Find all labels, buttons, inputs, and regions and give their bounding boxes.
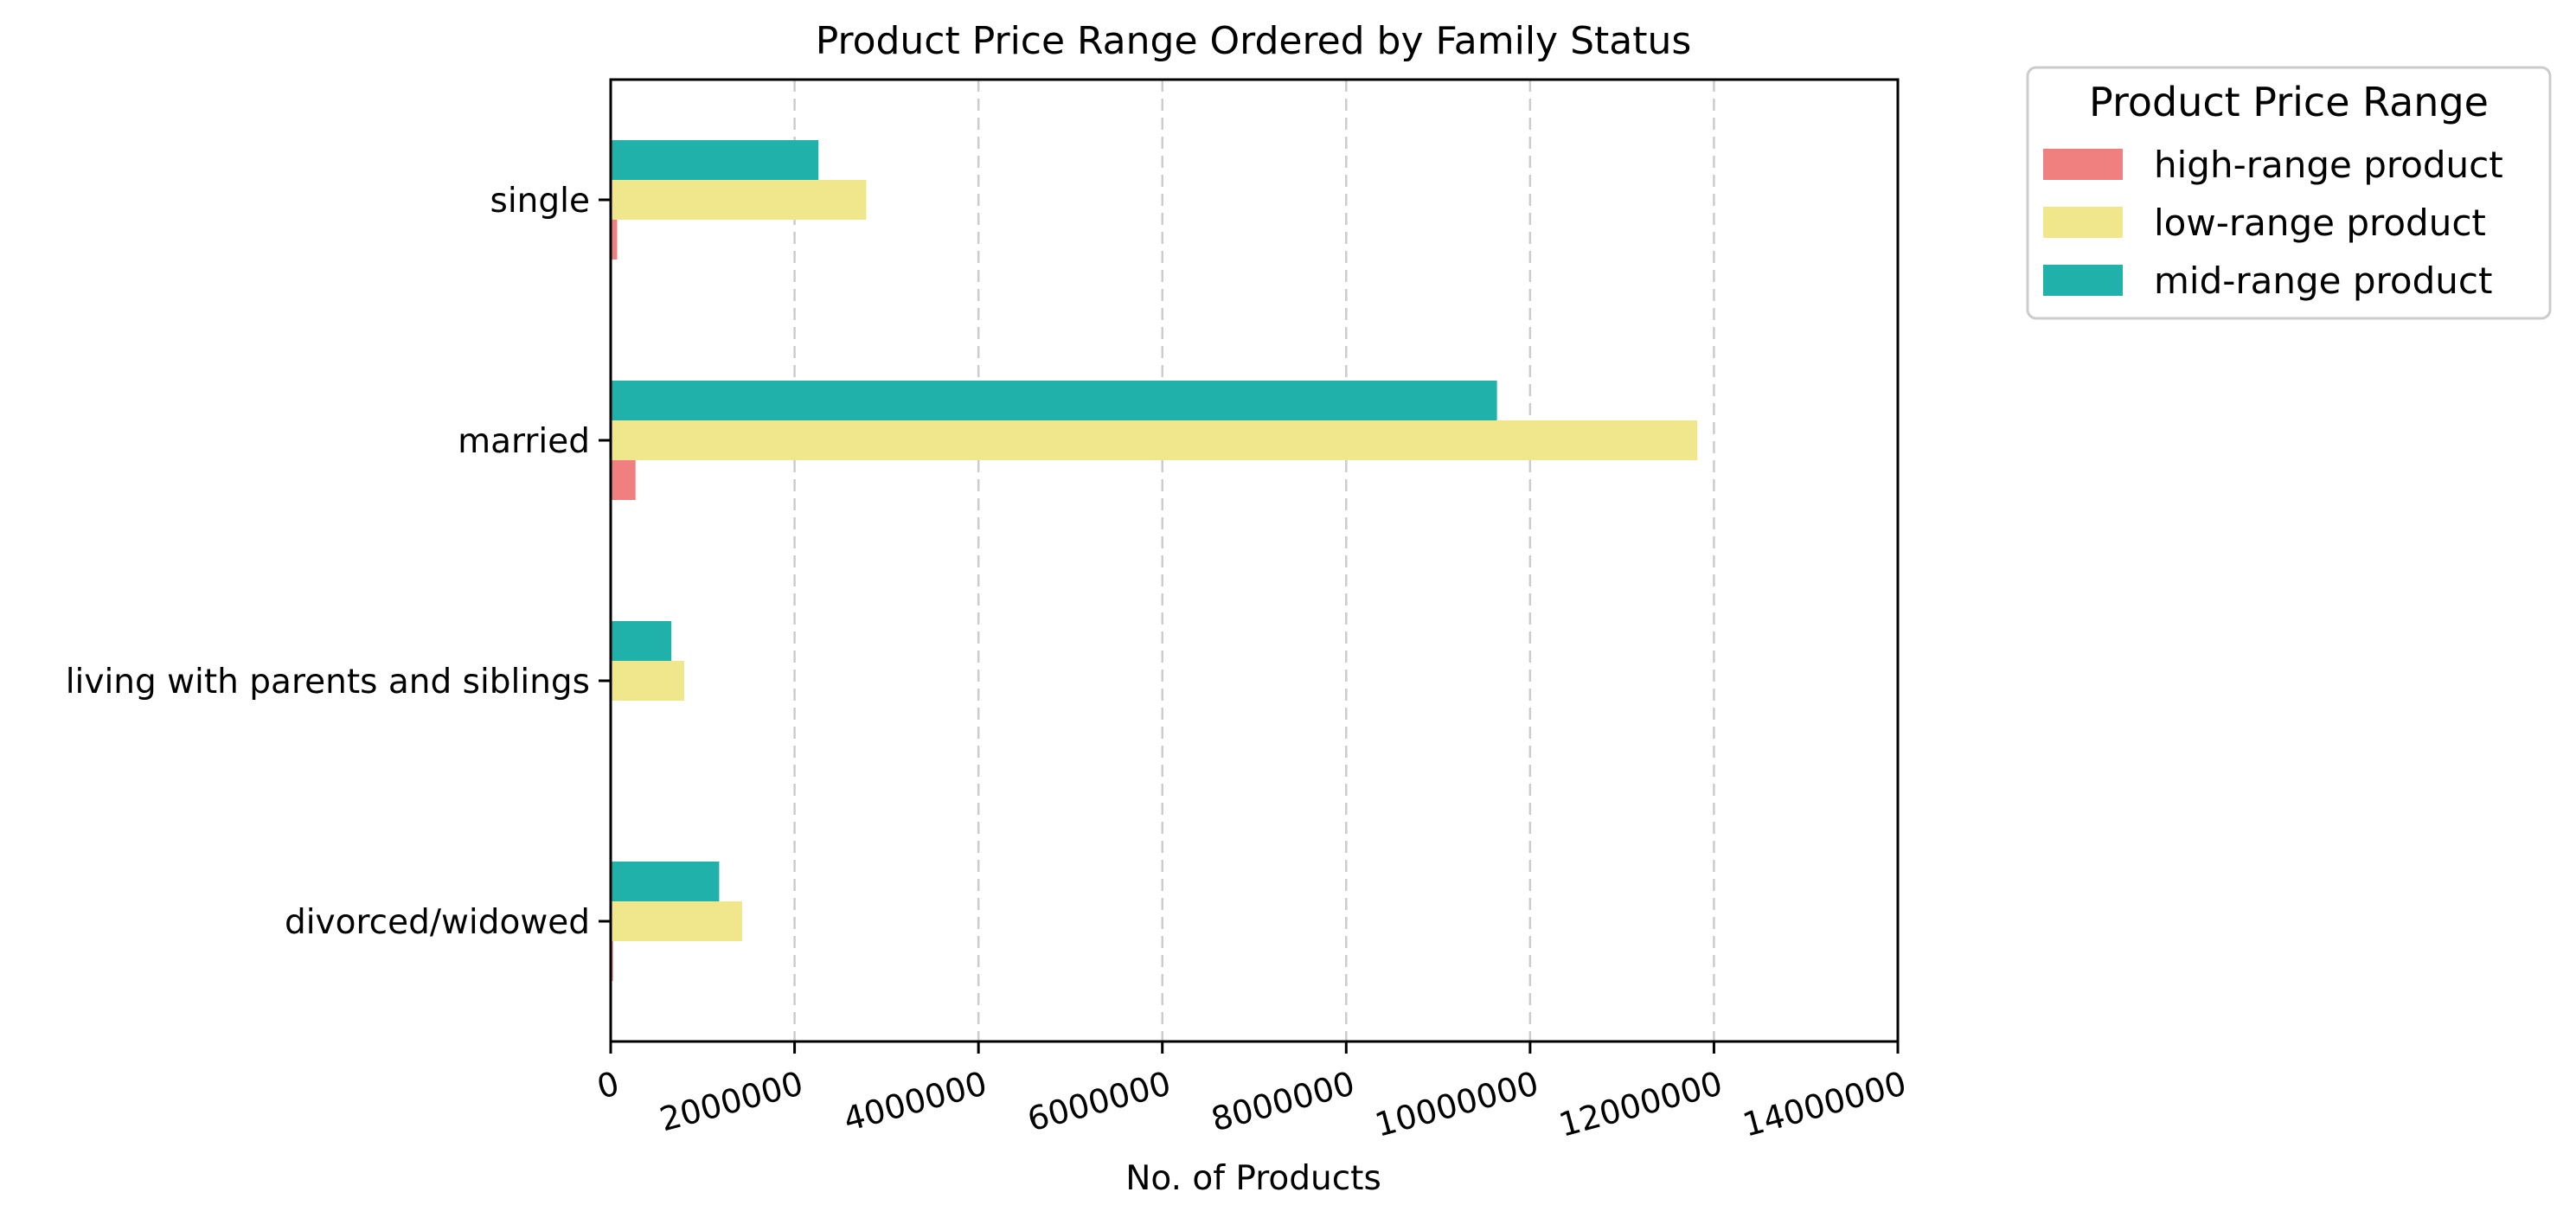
legend-swatch [2043, 207, 2123, 238]
y-tick-label: single [490, 182, 590, 221]
bar [611, 460, 636, 500]
y-axis: single married living with parents and sib… [66, 182, 611, 942]
bar [611, 140, 819, 180]
legend-label: low-range product [2154, 202, 2486, 244]
bar [611, 180, 867, 220]
x-tick-label: 12000000 [1555, 1064, 1727, 1144]
legend-label: high-range product [2154, 144, 2503, 186]
x-tick-label: 14000000 [1739, 1064, 1910, 1144]
x-tick-label: 0 [593, 1064, 624, 1106]
chart-title: Product Price Range Ordered by Family St… [816, 19, 1692, 63]
legend-swatch [2043, 265, 2123, 296]
y-tick-label: living with parents and siblings [66, 663, 590, 702]
x-tick-label: 4000000 [840, 1064, 991, 1138]
x-tick-label: 10000000 [1371, 1064, 1542, 1144]
bar [611, 862, 720, 901]
y-tick-label: married [458, 422, 590, 461]
bar [611, 420, 1698, 460]
x-tick-label: 6000000 [1023, 1064, 1175, 1138]
legend: Product Price Range high-range product lo… [2026, 66, 2552, 320]
y-tick-label: divorced/widowed [285, 903, 590, 942]
bar [611, 621, 672, 661]
x-axis-label: No. of Products [1125, 1159, 1381, 1198]
bars [611, 140, 1698, 981]
legend-swatch [2043, 149, 2123, 180]
bar [611, 661, 685, 701]
x-tick-label: 2000000 [656, 1064, 807, 1138]
plot-frame [609, 78, 1900, 1043]
bar [611, 220, 618, 260]
bar [611, 901, 742, 941]
legend-label: mid-range product [2154, 260, 2492, 302]
legend-frame [2026, 66, 2552, 320]
x-tick-label: 8000000 [1208, 1064, 1359, 1138]
bar [611, 381, 1497, 420]
x-axis: 0 2000000 4000000 6000000 8000000 10000000 120… [593, 1041, 1910, 1144]
legend-items: high-range product low-range product mid-r… [2043, 144, 2503, 302]
legend-title: Product Price Range [2089, 79, 2489, 125]
grid [793, 80, 1715, 1041]
